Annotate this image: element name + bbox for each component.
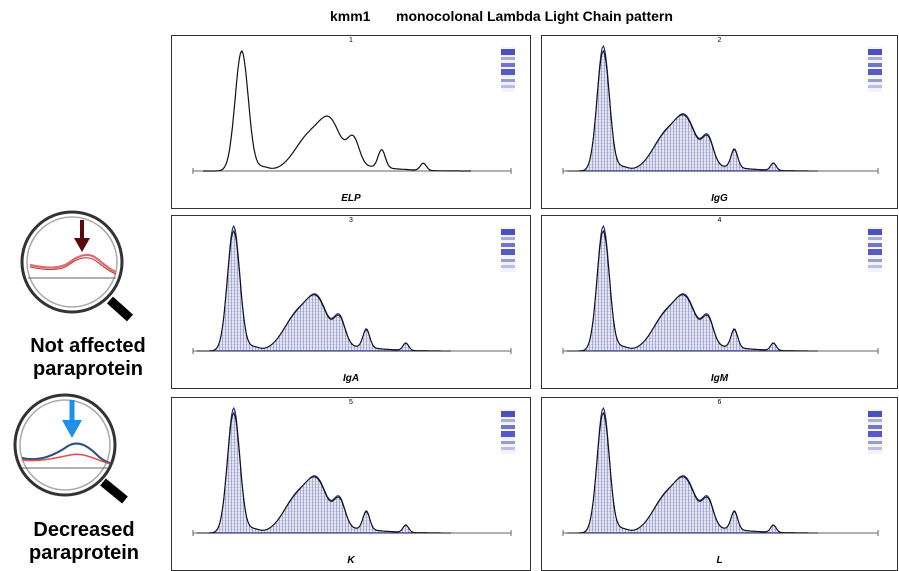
magnifier-icon xyxy=(22,212,130,318)
gel-band-stripe xyxy=(501,85,515,88)
legend-text: Decreased xyxy=(33,519,134,541)
figure: kmm1 monocolonal Lambda Light Chain patt… xyxy=(0,0,899,571)
legend-text: paraprotein xyxy=(33,358,143,380)
gel-band-stripe xyxy=(501,447,515,450)
gel-band-stripe xyxy=(868,419,882,422)
gel-band-stripe xyxy=(501,63,515,67)
gel-band-stripe xyxy=(868,265,882,268)
gel-band-stripe xyxy=(868,229,882,235)
panel-number: 4 xyxy=(718,217,722,224)
electrophoresis-panel: 5K xyxy=(172,398,531,571)
gel-band-stripe xyxy=(868,85,882,88)
gel-band-stripe xyxy=(501,69,515,75)
panel-number: 6 xyxy=(718,399,722,406)
gel-band-stripe xyxy=(501,229,515,235)
panel-label: IgA xyxy=(343,373,359,384)
gel-band-stripe xyxy=(868,249,882,255)
gel-band-stripe xyxy=(501,419,515,422)
panel-label: L xyxy=(716,555,722,566)
gel-band-stripe xyxy=(501,79,515,82)
gel-band-stripe xyxy=(501,49,515,55)
gel-band-stripe xyxy=(868,79,882,82)
gel-band-stripe xyxy=(501,441,515,444)
panel-number: 2 xyxy=(718,37,722,44)
panel-label: K xyxy=(347,555,355,566)
gel-band-stripe xyxy=(501,265,515,268)
gel-band-stripe xyxy=(868,411,882,417)
panel-number: 3 xyxy=(349,217,353,224)
electrophoresis-panel: 4 IgM xyxy=(542,216,898,389)
gel-band-stripe xyxy=(868,237,882,240)
figure-title: monocolonal Lambda Light Chain pattern xyxy=(396,8,673,24)
gel-band-stripe xyxy=(501,259,515,262)
electrophoresis-panel: 3 IgA xyxy=(172,216,531,389)
panel-number: 1 xyxy=(349,37,353,44)
electrophoresis-panel: 6L xyxy=(542,398,898,571)
gel-band-stripe xyxy=(868,69,882,75)
gel-band-stripe xyxy=(501,57,515,60)
panel-border xyxy=(172,36,531,209)
legend-text: Not affected xyxy=(30,335,146,357)
gel-band-stripe xyxy=(501,243,515,247)
gel-band-stripe xyxy=(501,431,515,437)
gel-band-stripe xyxy=(868,243,882,247)
gel-band-stripe xyxy=(868,431,882,437)
magnifier-icon xyxy=(15,395,125,500)
gel-band-stripe xyxy=(501,425,515,429)
panel-label: IgG xyxy=(711,193,728,204)
gel-band-stripe xyxy=(501,237,515,240)
gel-band-stripe xyxy=(868,425,882,429)
gel-band-stripe xyxy=(501,249,515,255)
electrophoresis-panel: 2 IgG xyxy=(542,36,898,209)
gel-band-stripe xyxy=(868,447,882,450)
gel-band-stripe xyxy=(868,57,882,60)
panel-label: ELP xyxy=(341,193,361,204)
panel-label: IgM xyxy=(711,373,729,384)
gel-band-stripe xyxy=(868,259,882,262)
panel-number: 5 xyxy=(349,399,353,406)
legend-text: paraprotein xyxy=(29,542,139,564)
electrophoresis-panel: 1 ELP xyxy=(172,36,531,209)
sample-id: kmm1 xyxy=(330,8,371,24)
gel-band-stripe xyxy=(868,441,882,444)
page: {"header": {"id": "kmm1", "title": "mono… xyxy=(0,0,899,571)
gel-band-stripe xyxy=(501,411,515,417)
gel-band-stripe xyxy=(868,63,882,67)
gel-band-stripe xyxy=(868,49,882,55)
